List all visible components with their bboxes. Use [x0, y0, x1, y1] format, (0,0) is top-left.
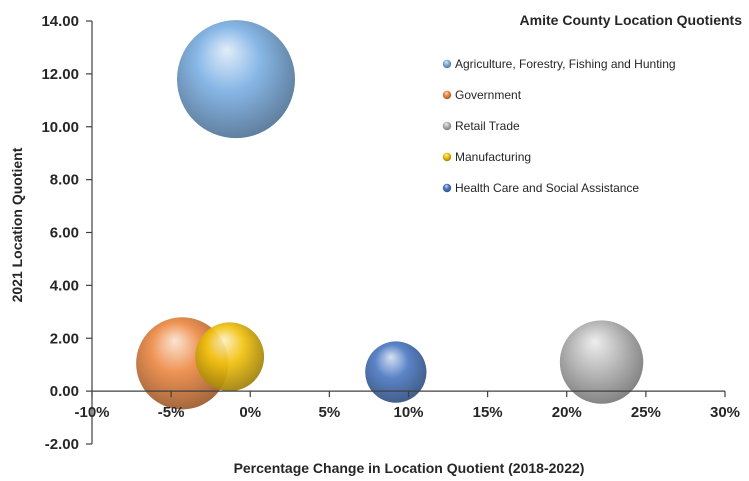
- legend-label: Government: [455, 88, 522, 102]
- legend-label: Agriculture, Forestry, Fishing and Hunti…: [455, 57, 676, 71]
- y-tick-label: 6.00: [50, 225, 79, 242]
- legend-label: Health Care and Social Assistance: [455, 181, 639, 195]
- x-tick-label: 30%: [710, 404, 740, 421]
- x-axis-title: Percentage Change in Location Quotient (…: [234, 460, 585, 476]
- x-tick-label: 20%: [552, 404, 582, 421]
- chart-title: Amite County Location Quotients: [520, 12, 743, 28]
- y-tick-label: 14.00: [41, 13, 79, 30]
- y-tick-label: 10.00: [41, 119, 79, 136]
- legend: Agriculture, Forestry, Fishing and Hunti…: [442, 57, 676, 195]
- x-tick-label: 15%: [473, 404, 503, 421]
- legend-label: Retail Trade: [455, 119, 520, 133]
- y-tick-label: 4.00: [50, 277, 79, 294]
- y-tick-label: 8.00: [50, 172, 79, 189]
- x-tick-label: -5%: [158, 404, 185, 421]
- bubble-layer: [136, 20, 644, 410]
- x-tick-label: 5%: [319, 404, 341, 421]
- legend-marker: [442, 121, 452, 131]
- legend-marker: [442, 183, 452, 193]
- legend-marker: [442, 59, 452, 69]
- y-tick-label: 12.00: [41, 66, 79, 83]
- bubble-health-care-and-social-assistance: [365, 341, 427, 403]
- y-tick-label: 2.00: [50, 330, 79, 347]
- x-tick-label: 25%: [631, 404, 661, 421]
- legend-label: Manufacturing: [455, 150, 531, 164]
- tick-labels: -2.00 0.00 2.00 4.00 6.00 8.00 10.00 12.00 14.00…: [41, 13, 740, 453]
- y-axis-title: 2021 Location Quotient: [9, 147, 25, 302]
- bubble-retail-trade: [559, 320, 644, 404]
- x-tick-label: 0%: [239, 404, 261, 421]
- legend-marker: [442, 152, 452, 162]
- x-tick-label: -10%: [74, 404, 109, 421]
- x-tick-label: 10%: [393, 404, 423, 421]
- bubble-manufacturing: [195, 322, 265, 392]
- axes: [86, 20, 726, 445]
- bubble-agriculture-forestry-fishing-and-hunting: [177, 20, 296, 139]
- y-tick-label: -2.00: [45, 436, 79, 453]
- legend-marker: [442, 90, 452, 100]
- y-tick-label: 0.00: [50, 383, 79, 400]
